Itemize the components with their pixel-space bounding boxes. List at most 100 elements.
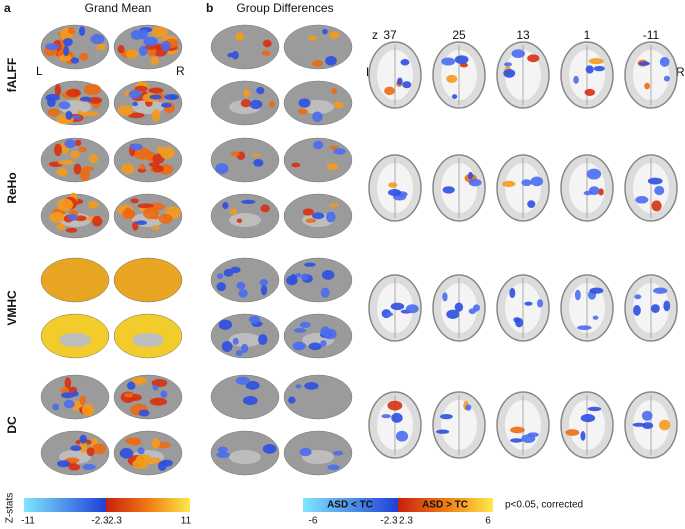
activation [390, 302, 405, 311]
activation [302, 208, 314, 216]
activation [64, 377, 72, 389]
activation [149, 94, 162, 100]
activation [221, 341, 233, 352]
activation [58, 54, 72, 62]
activation [129, 143, 143, 151]
activation [260, 204, 270, 213]
brain-surface [40, 257, 110, 303]
activation [400, 59, 410, 66]
activation [47, 108, 61, 117]
colorbar-tick: -2.3 [91, 516, 109, 527]
activation [468, 171, 474, 180]
activation [81, 403, 95, 417]
brain-surface [283, 257, 353, 303]
activation [598, 188, 604, 196]
brain-surface [40, 192, 110, 239]
activation [441, 57, 456, 66]
activation [242, 396, 258, 406]
colorbar-negative [24, 498, 106, 512]
activation [298, 98, 311, 108]
panel-title: Group Differences [236, 1, 333, 15]
activation [654, 185, 665, 196]
activation [217, 446, 228, 453]
cortex [210, 137, 280, 183]
activation [653, 287, 668, 294]
activation [663, 75, 670, 82]
activation [134, 377, 144, 386]
axial-slice [560, 154, 614, 222]
activation [262, 443, 277, 454]
activation [90, 34, 105, 45]
activation [63, 45, 70, 57]
activation [57, 460, 71, 468]
medial-wall [132, 333, 164, 347]
brain-surface [113, 193, 183, 239]
activation [130, 198, 139, 204]
cortex [283, 257, 353, 303]
activation [56, 167, 68, 177]
activation [124, 437, 141, 445]
brain-surface [283, 313, 353, 359]
activation [292, 341, 306, 351]
colorbar-positive [106, 498, 190, 512]
activation [300, 273, 309, 281]
activation [527, 54, 540, 63]
activation [587, 406, 602, 412]
activation [299, 447, 312, 457]
activation [326, 163, 339, 171]
activation [634, 294, 642, 300]
activation [54, 143, 62, 157]
brain-surface [283, 430, 353, 476]
activation [510, 438, 523, 443]
activation [216, 282, 226, 292]
hemisphere-label: R [176, 64, 185, 78]
activation [632, 422, 646, 427]
activation [577, 325, 592, 331]
activation [230, 151, 240, 157]
activation [574, 289, 581, 301]
activation [65, 227, 78, 233]
brain-surface [113, 374, 183, 420]
colorbar-tick: -11 [21, 516, 35, 527]
activation [381, 414, 392, 419]
row-label: DC [5, 416, 19, 434]
activation [288, 396, 296, 404]
activation [446, 74, 458, 83]
activation [312, 212, 325, 220]
activation [86, 447, 95, 457]
activation [647, 177, 663, 185]
activation [513, 317, 521, 323]
activation [333, 148, 346, 155]
activation [468, 308, 477, 315]
medial-wall [229, 450, 261, 464]
activation [468, 178, 482, 187]
activation [143, 36, 158, 47]
activation [156, 145, 163, 154]
activation [158, 213, 173, 224]
activation [143, 207, 160, 220]
activation [588, 58, 604, 65]
brain-surface [113, 257, 183, 303]
activation [126, 381, 136, 390]
activation [134, 85, 148, 92]
brain-surface [210, 430, 280, 476]
row-label: ReHo [5, 172, 19, 203]
slice-z: 1 [584, 28, 591, 42]
panel-title: Grand Mean [85, 1, 152, 15]
activation [128, 89, 142, 99]
activation [527, 200, 536, 208]
activation [137, 447, 145, 455]
axial-slice [496, 154, 550, 222]
activation [218, 319, 232, 330]
activation [586, 168, 602, 180]
activation [322, 28, 328, 35]
activation [635, 196, 649, 204]
activation [524, 301, 533, 306]
activation [79, 52, 89, 61]
activation [262, 39, 272, 48]
activation [240, 99, 252, 108]
activation [299, 321, 311, 328]
brain-surface [210, 313, 280, 359]
activation [261, 50, 271, 56]
activation [82, 463, 96, 470]
